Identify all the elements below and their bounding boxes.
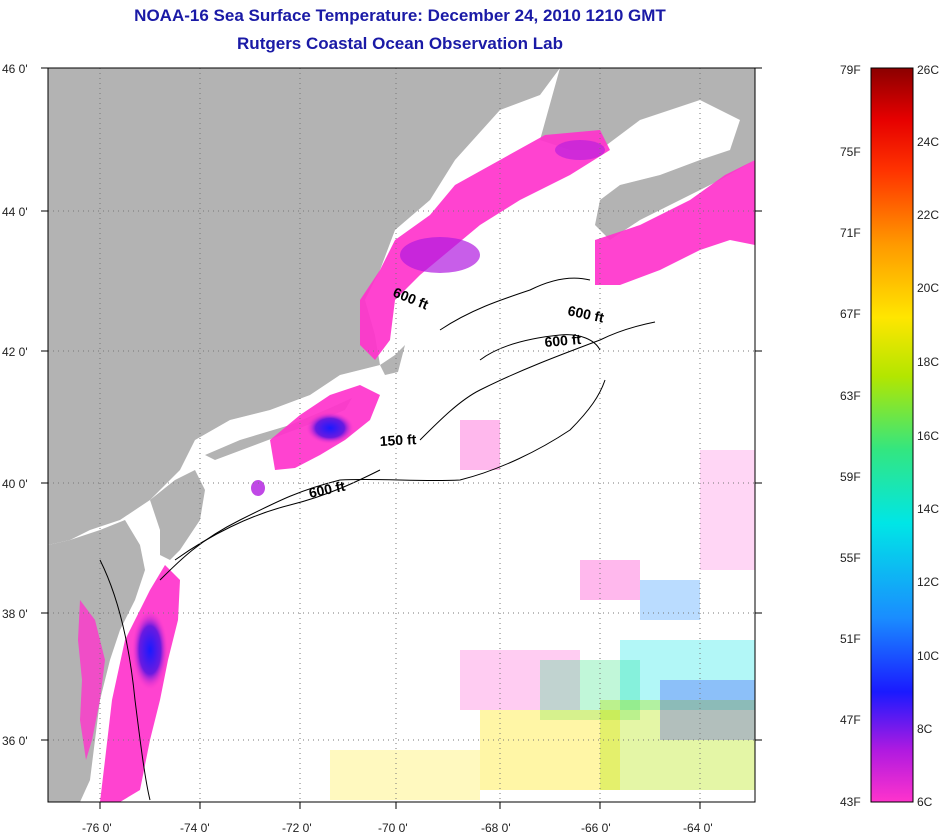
cb-c-8: 8C <box>917 722 933 736</box>
lat-label-44: 44 0' <box>2 205 28 219</box>
sst-cold-core-li <box>306 412 354 444</box>
cb-c-18: 18C <box>917 355 939 369</box>
sst-offshore-pixels <box>330 420 755 800</box>
lon-label-74: -74 0' <box>180 821 210 835</box>
land-us-mainland <box>48 68 560 545</box>
land-long-island <box>205 398 352 460</box>
sst-cold-core-chesapeake <box>132 610 168 690</box>
lon-label-72: -72 0' <box>282 821 312 835</box>
cb-f-59: 59F <box>840 470 861 484</box>
lat-label-46: 46 0' <box>2 62 28 76</box>
sst-small-patch <box>251 480 265 496</box>
cb-c-24: 24C <box>917 135 939 149</box>
lon-label-64: -64 0' <box>683 821 713 835</box>
lat-label-38: 38 0' <box>2 607 28 621</box>
cb-c-12: 12C <box>917 575 939 589</box>
sst-patch-purple <box>400 237 480 273</box>
cb-f-51: 51F <box>840 632 861 646</box>
lat-label-42: 42 0' <box>2 345 28 359</box>
axis-ticks <box>41 67 762 809</box>
map-frame <box>47 67 756 803</box>
cb-f-75: 75F <box>840 145 861 159</box>
land-nj-coast <box>150 470 205 560</box>
contour-label-600ft-2: 600 ft <box>566 302 605 325</box>
cb-f-63: 63F <box>840 389 861 403</box>
lat-label-40: 40 0' <box>2 477 28 491</box>
lon-label-76: -76 0' <box>82 821 112 835</box>
contour-label-150ft: 150 ft <box>379 431 417 449</box>
chesapeake-bay <box>78 600 105 760</box>
bathymetry-contours <box>99 277 656 801</box>
cb-f-43: 43F <box>840 795 861 809</box>
cb-c-22: 22C <box>917 208 939 222</box>
cb-f-71: 71F <box>840 226 861 240</box>
colorbar-f-labels: 79F 75F 71F 67F 63F 59F 55F 51F 47F 43F <box>840 63 861 809</box>
cb-c-14: 14C <box>917 502 939 516</box>
cb-f-55: 55F <box>840 551 861 565</box>
cb-c-16: 16C <box>917 429 939 443</box>
cb-c-10: 10C <box>917 649 939 663</box>
lat-label-36: 36 0' <box>2 734 28 748</box>
colorbar <box>870 67 914 803</box>
colorbar-c-labels: 26C 24C 22C 20C 18C 16C 14C 12C 10C 8C 6… <box>917 63 939 809</box>
cb-c-6: 6C <box>917 795 933 809</box>
cb-f-67: 67F <box>840 307 861 321</box>
sst-patch-purple-2 <box>555 140 605 160</box>
lon-label-66: -66 0' <box>581 821 611 835</box>
cb-c-26: 26C <box>917 63 939 77</box>
contour-label-600ft-3: 600 ft <box>544 331 582 350</box>
land-nova-scotia <box>540 68 755 240</box>
cb-f-79: 79F <box>840 63 861 77</box>
contour-label-600ft-4: 600 ft <box>307 478 346 501</box>
map-subtitle: Rutgers Coastal Ocean Observation Lab <box>237 34 563 53</box>
sst-band-nova-scotia <box>595 160 755 285</box>
land-cape-cod <box>380 345 405 375</box>
cb-c-20: 20C <box>917 281 939 295</box>
cb-f-47: 47F <box>840 713 861 727</box>
lon-label-70: -70 0' <box>378 821 408 835</box>
lon-label-68: -68 0' <box>481 821 511 835</box>
map-title: NOAA-16 Sea Surface Temperature: Decembe… <box>134 6 666 25</box>
